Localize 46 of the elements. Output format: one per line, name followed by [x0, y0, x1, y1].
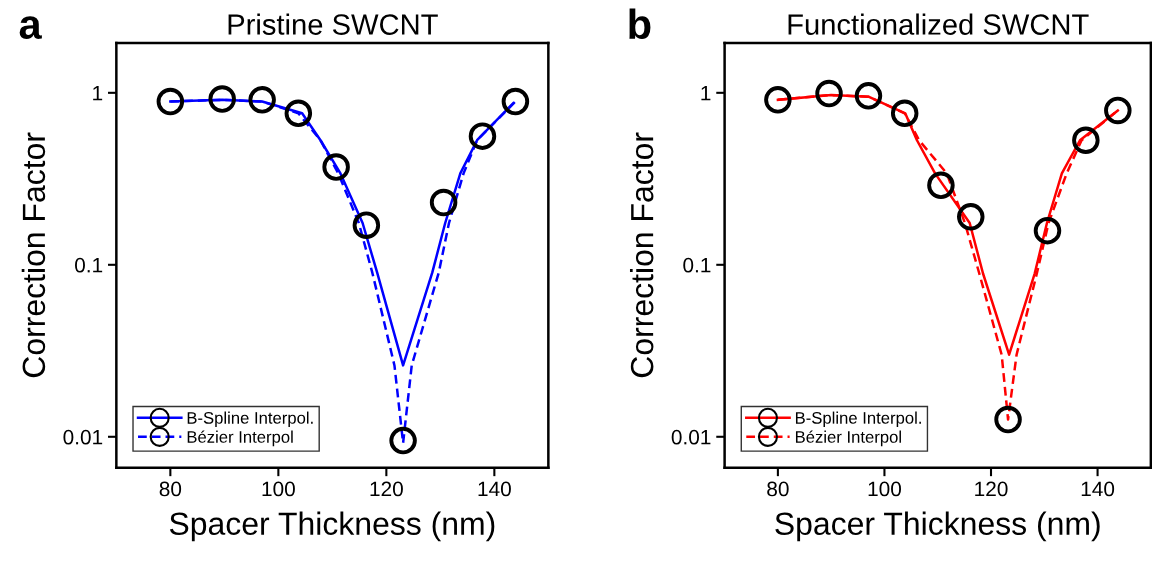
legend-label: Bézier Interpol	[795, 430, 901, 447]
point	[1104, 96, 1132, 125]
y-tick-label: 1	[701, 86, 711, 101]
legend-label: Bézier Interpol	[187, 430, 293, 447]
x-tick-label: 140	[1081, 481, 1115, 497]
point	[352, 211, 381, 239]
point	[156, 87, 185, 116]
point	[1072, 126, 1100, 154]
point	[890, 99, 919, 128]
x-tick-label: 80	[159, 481, 182, 497]
x-tick-label: 100	[868, 481, 902, 497]
y-tick-label: 0.1	[683, 257, 711, 273]
x-tick-label: 80	[767, 481, 789, 497]
point	[208, 85, 236, 113]
point	[815, 79, 843, 108]
point	[854, 82, 883, 110]
y-tick-label: 0.01	[63, 429, 103, 445]
point	[1033, 216, 1062, 245]
legend-label: B-Spline Interpol.	[795, 411, 921, 428]
y-tick-label: 1	[93, 86, 103, 101]
x-tick-label: 100	[262, 481, 295, 497]
x-tick-label: 120	[975, 481, 1008, 497]
chart-title: Functionalized SWCNT	[788, 13, 1089, 35]
x-tick-label: 120	[370, 481, 403, 497]
text: b	[629, 8, 651, 40]
x-axis-title: Spacer Thickness (nm)	[169, 511, 495, 542]
y-axis-title: Correction Factor	[629, 132, 654, 378]
point	[501, 87, 530, 116]
point	[429, 188, 458, 217]
point	[389, 426, 417, 455]
x-axis-title: Spacer Thickness (nm)	[775, 511, 1100, 542]
point	[248, 86, 276, 114]
point	[468, 122, 497, 150]
x-tick-label: 140	[478, 481, 511, 497]
point	[764, 86, 792, 114]
legend-label: B-Spline Interpol.	[187, 411, 313, 428]
point	[322, 153, 350, 181]
chart-title: Pristine SWCNT	[228, 13, 438, 35]
point	[284, 99, 313, 128]
text: a	[19, 16, 42, 40]
point	[927, 171, 955, 200]
y-axis-title: Correction Factor	[21, 132, 46, 378]
point	[994, 405, 1022, 434]
point	[957, 203, 985, 231]
y-tick-label: 0.1	[75, 257, 103, 273]
y-tick-label: 0.01	[671, 429, 711, 445]
